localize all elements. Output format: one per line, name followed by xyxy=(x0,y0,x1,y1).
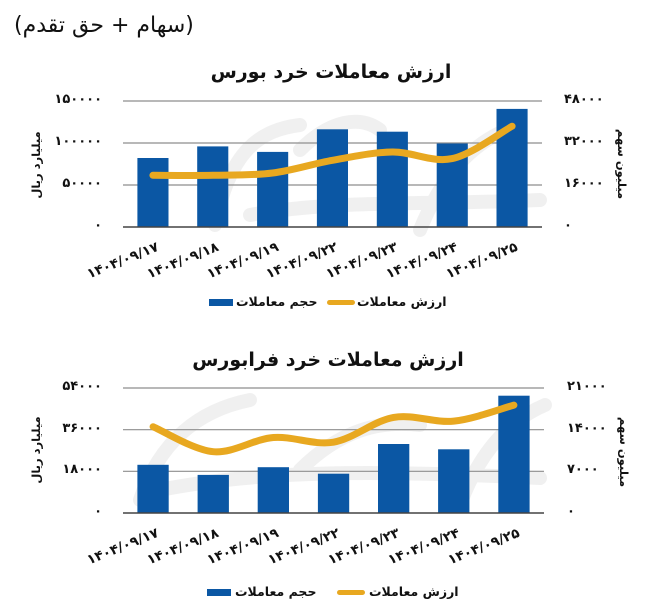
chart-1-left-tick: ۱۰۰۰۰۰ xyxy=(54,134,102,149)
chart-1-right-tick: ۳۲۰۰۰ xyxy=(564,134,604,149)
bar xyxy=(137,464,169,513)
chart-1-left-tick: ۰ xyxy=(94,218,102,233)
chart-1-left-axis-title: میلیارد ریال xyxy=(29,131,43,199)
legend-bar-swatch-icon xyxy=(209,299,233,306)
chart-2-left-tick: ۰ xyxy=(94,504,102,519)
chart-1-right-tick: ۰ xyxy=(564,218,572,233)
chart-1-right-axis-title: میلیون سهم xyxy=(615,128,629,200)
legend-line-swatch-icon xyxy=(337,590,365,595)
chart-1-title: ارزش معاملات خرد بورس xyxy=(210,61,452,83)
chart-2-left-axis-title: میلیارد ریال xyxy=(29,416,43,484)
line-series xyxy=(149,122,516,179)
legend-bar-swatch-icon xyxy=(207,589,231,596)
chart-2-plot xyxy=(123,387,544,514)
chart-2-left-tick: ۱۸۰۰۰ xyxy=(62,462,102,477)
chart-2-right-tick: ۰ xyxy=(567,504,575,519)
chart-2-right-tick: ۷۰۰۰ xyxy=(567,462,599,477)
chart-1-right-tick: ۱۶۰۰۰ xyxy=(564,176,604,191)
chart-2-left-tick: ۵۴۰۰۰ xyxy=(62,379,102,394)
bar xyxy=(316,129,348,227)
chart-2-left-tick: ۳۶۰۰۰ xyxy=(62,421,102,436)
chart-1-plot xyxy=(123,100,542,228)
bar xyxy=(498,395,530,513)
page-subtitle: (سهام + حق تقدم) xyxy=(14,13,194,38)
bar xyxy=(257,151,289,227)
bar xyxy=(197,474,229,513)
bar xyxy=(376,131,408,227)
chart-2-right-axis-title: میلیون سهم xyxy=(617,416,631,488)
bar xyxy=(317,473,350,513)
chart-1-left-tick: ۵۰۰۰۰ xyxy=(62,176,102,191)
legend-line-label: ارزش معاملات xyxy=(369,584,459,599)
bar xyxy=(137,158,169,227)
chart-1-left-tick: ۱۵۰۰۰۰ xyxy=(54,92,102,107)
bar xyxy=(257,467,289,513)
bar xyxy=(197,146,229,227)
chart-2-right-tick: ۲۱۰۰۰ xyxy=(567,379,607,394)
bar xyxy=(438,449,470,513)
legend-line-swatch-icon xyxy=(327,300,355,305)
bar xyxy=(378,444,410,513)
line-series xyxy=(149,401,518,456)
legend-bars-label: حجم معاملات xyxy=(236,294,318,309)
legend-line-label: ارزش معاملات xyxy=(357,294,447,309)
legend-bars-label: حجم معاملات xyxy=(235,584,317,599)
chart-2-title: ارزش معاملات خرد فرابورس xyxy=(192,349,464,371)
chart-1-right-tick: ۴۸۰۰۰ xyxy=(564,92,604,107)
chart-2-right-tick: ۱۴۰۰۰ xyxy=(567,421,607,436)
